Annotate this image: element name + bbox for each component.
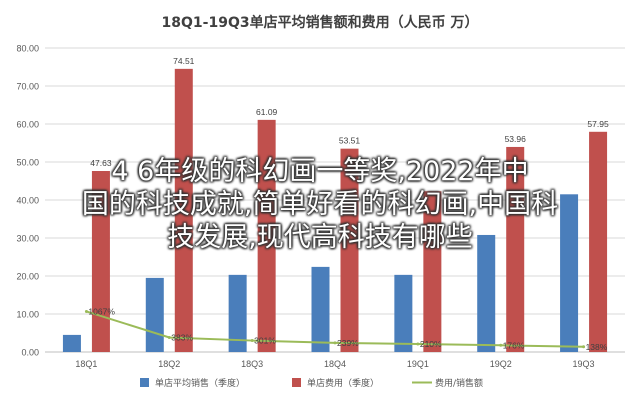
y-tick-label: 10.00 bbox=[16, 310, 39, 320]
bar-cost-19Q1 bbox=[423, 191, 442, 352]
bar-cost-18Q4 bbox=[340, 148, 359, 352]
y-tick-label: 40.00 bbox=[16, 196, 39, 206]
bar-sales-18Q2 bbox=[145, 277, 164, 352]
gridlines bbox=[45, 47, 625, 353]
ratio-line bbox=[84, 309, 586, 349]
ratio-point-18Q4 bbox=[333, 341, 337, 345]
ratio-data-label: 301% bbox=[254, 336, 276, 346]
x-tick-label: 19Q2 bbox=[490, 359, 512, 369]
y-tick-label: 50.00 bbox=[16, 158, 39, 168]
x-axis-ticks: 18Q1 18Q2 18Q3 18Q4 19Q1 19Q2 19Q3 bbox=[75, 359, 594, 369]
y-tick-label: 70.00 bbox=[16, 82, 39, 92]
bar-cost-18Q2 bbox=[174, 68, 193, 352]
bar-sales-18Q3 bbox=[228, 274, 247, 352]
chart-title: 18Q1-19Q3单店平均销售额和费用（人民币 万） bbox=[162, 14, 479, 31]
bar-cost-19Q2 bbox=[506, 146, 525, 352]
y-tick-label: 20.00 bbox=[16, 272, 39, 282]
data-labels: 47.63 74.51 61.09 53.51 53.96 57.95 1067% 383% 3… bbox=[88, 56, 609, 352]
ratio-point-19Q1 bbox=[416, 342, 420, 346]
ratio-point-18Q3 bbox=[250, 339, 254, 343]
y-axis-ticks: 0.00 10.00 20.00 30.00 40.00 50.00 60.00 70.00 8… bbox=[16, 44, 39, 358]
bar-data-label: 57.95 bbox=[587, 119, 609, 129]
bar-data-label: 61.09 bbox=[256, 107, 278, 117]
ratio-data-label: 1067% bbox=[88, 306, 115, 316]
ratio-data-label: 239% bbox=[337, 338, 359, 348]
x-tick-label: 18Q1 bbox=[75, 359, 97, 369]
ratio-data-label: 176% bbox=[503, 340, 525, 350]
legend-swatch bbox=[292, 378, 301, 387]
ratio-point-18Q2 bbox=[167, 335, 171, 339]
bar-sales-18Q1 bbox=[62, 334, 81, 352]
bar-data-label: 47.63 bbox=[90, 158, 112, 168]
bar-sales-19Q3 bbox=[560, 194, 579, 352]
bar-sales-19Q2 bbox=[477, 234, 496, 352]
ratio-data-label: 210% bbox=[420, 339, 442, 349]
ratio-point-19Q3 bbox=[582, 345, 586, 349]
bar-cost-18Q1 bbox=[91, 171, 110, 352]
bar-data-label: 53.96 bbox=[505, 134, 527, 144]
x-tick-label: 18Q4 bbox=[324, 359, 346, 369]
ratio-point-19Q2 bbox=[499, 343, 503, 347]
y-tick-label: 60.00 bbox=[16, 120, 39, 130]
bar-data-label: 53.51 bbox=[339, 136, 361, 146]
legend-label: 单店费用（季度） bbox=[307, 377, 379, 389]
x-tick-label: 19Q1 bbox=[407, 359, 429, 369]
y-tick-label: 0.00 bbox=[21, 348, 39, 358]
bar-sales-18Q4 bbox=[311, 266, 330, 352]
y-tick-label: 30.00 bbox=[16, 234, 39, 244]
legend: 单店平均销售（季度） 单店费用（季度） 费用/销售额 bbox=[140, 377, 483, 389]
bar-cost-19Q3 bbox=[589, 131, 608, 352]
legend-label: 单店平均销售（季度） bbox=[155, 377, 245, 389]
legend-swatch bbox=[140, 378, 149, 387]
ratio-point-18Q1 bbox=[84, 309, 88, 313]
legend-label: 费用/销售额 bbox=[435, 377, 483, 389]
bar-cost-18Q3 bbox=[257, 119, 276, 352]
y-tick-label: 80.00 bbox=[16, 44, 39, 54]
bar-data-label: 74.51 bbox=[173, 56, 195, 66]
x-tick-label: 18Q3 bbox=[241, 359, 263, 369]
x-tick-label: 18Q2 bbox=[158, 359, 180, 369]
x-tick-label: 19Q3 bbox=[573, 359, 595, 369]
ratio-data-label: 383% bbox=[171, 332, 193, 342]
bars bbox=[62, 68, 608, 352]
bar-sales-19Q1 bbox=[394, 274, 413, 352]
ratio-data-label: 138% bbox=[586, 342, 608, 352]
